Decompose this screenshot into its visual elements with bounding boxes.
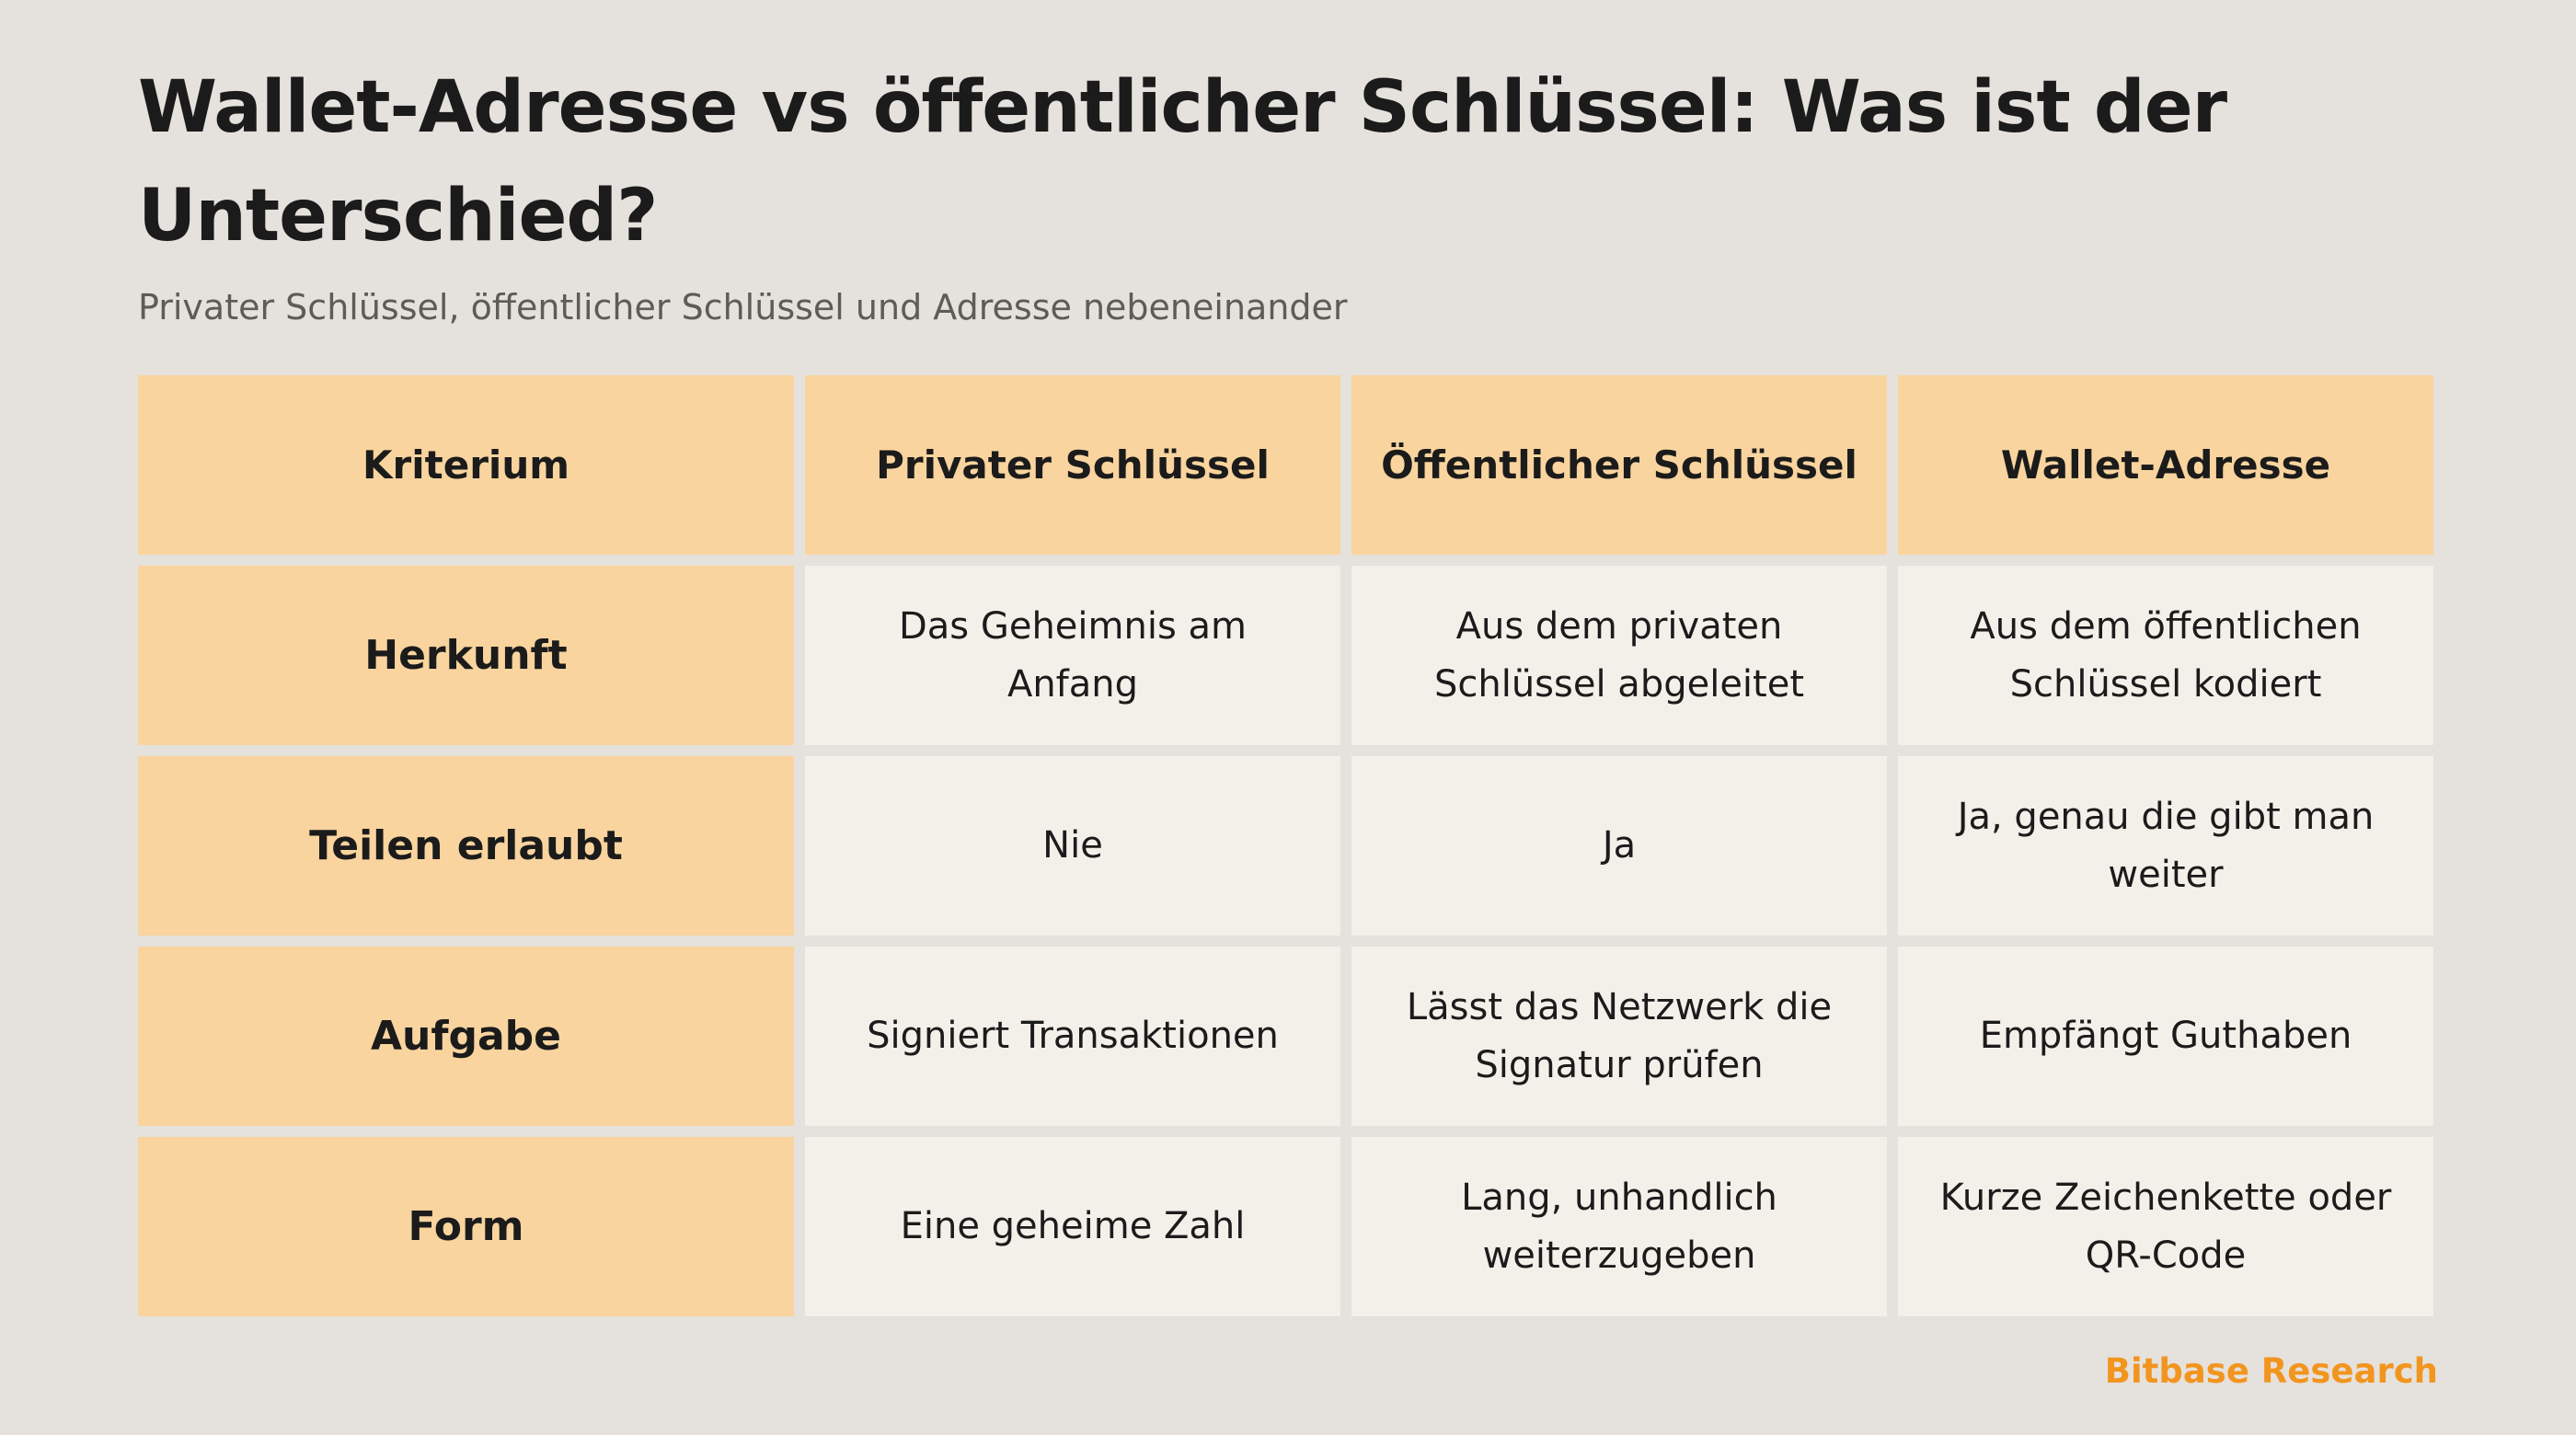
- table-cell: Ja, genau die gibt man weiter: [1898, 756, 2433, 936]
- table-cell: Empfängt Guthaben: [1898, 947, 2433, 1126]
- comparison-table: Kriterium Privater Schlüssel Öffentliche…: [138, 375, 2438, 1316]
- column-header-kriterium: Kriterium: [138, 375, 794, 555]
- table-cell: Das Geheimnis am Anfang: [805, 566, 1340, 745]
- row-label-teilen-erlaubt: Teilen erlaubt: [138, 756, 794, 936]
- table-cell: Signiert Transaktionen: [805, 947, 1340, 1126]
- page-subtitle: Privater Schlüssel, öffentlicher Schlüss…: [138, 287, 1348, 327]
- table-cell: Nie: [805, 756, 1340, 936]
- page-title: Wallet-Adresse vs öffentlicher Schlüssel…: [138, 66, 2227, 258]
- table-cell: Aus dem öffentlichen Schlüssel kodiert: [1898, 566, 2433, 745]
- column-header-wallet-address: Wallet-Adresse: [1898, 375, 2433, 555]
- table-cell: Aus dem privaten Schlüssel abgeleitet: [1351, 566, 1887, 745]
- brand-label: Bitbase Research: [2104, 1351, 2438, 1391]
- row-label-form: Form: [138, 1137, 794, 1316]
- table-cell: Lässt das Netzwerk die Signatur prüfen: [1351, 947, 1887, 1126]
- table-cell: Lang, unhandlich weiterzugeben: [1351, 1137, 1887, 1316]
- column-header-private-key: Privater Schlüssel: [805, 375, 1340, 555]
- row-label-herkunft: Herkunft: [138, 566, 794, 745]
- row-label-aufgabe: Aufgabe: [138, 947, 794, 1126]
- table-cell: Kurze Zeichenkette oder QR-Code: [1898, 1137, 2433, 1316]
- column-header-public-key: Öffentlicher Schlüssel: [1351, 375, 1887, 555]
- table-cell: Eine geheime Zahl: [805, 1137, 1340, 1316]
- table-cell: Ja: [1351, 756, 1887, 936]
